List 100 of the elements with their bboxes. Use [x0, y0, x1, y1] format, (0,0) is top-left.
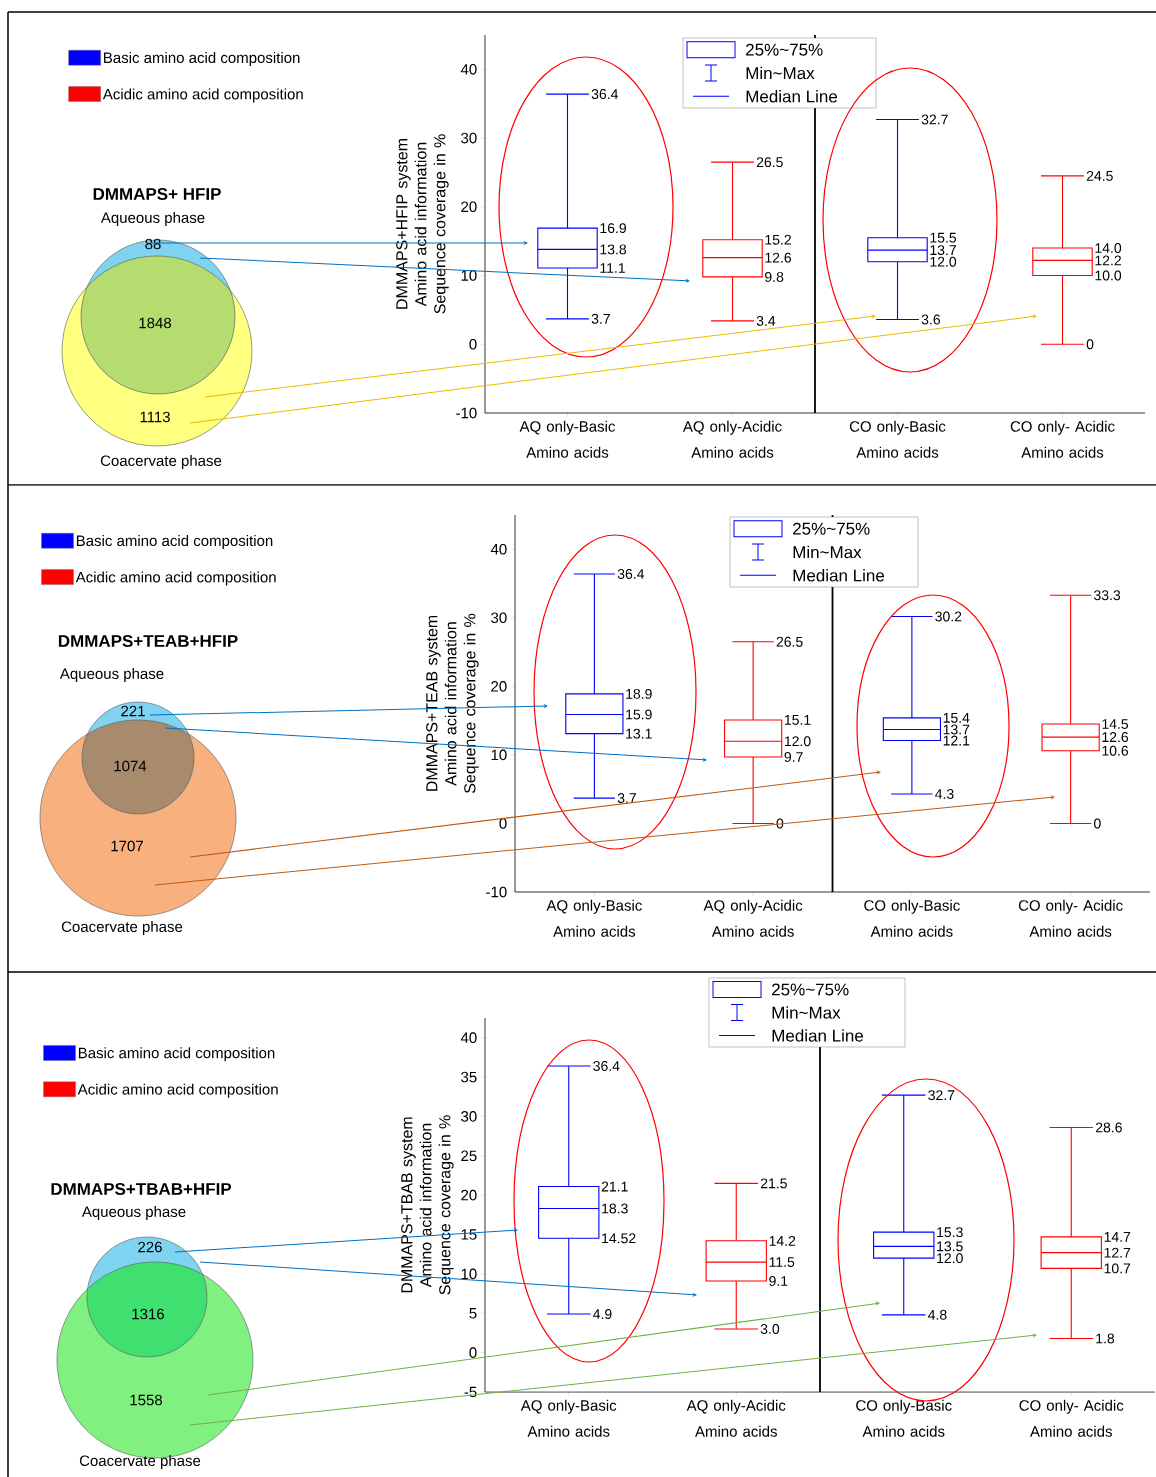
annotation: 15.5 — [930, 232, 957, 243]
annotation: 36.4 — [617, 568, 645, 579]
annotation: 12.1 — [943, 735, 970, 746]
annotation: 10.0 — [1095, 270, 1122, 281]
y-tick-label: -5 — [464, 1386, 477, 1398]
annotation: 3.4 — [756, 315, 776, 326]
annotation: 13.8 — [600, 244, 627, 255]
x-tick-label: AQ only-Basic Amino acids — [546, 899, 642, 937]
y-tick-label: 30 — [461, 1111, 477, 1122]
annotation: 0 — [1094, 818, 1101, 829]
annotation: 4.3 — [935, 789, 954, 799]
text: 25%~75% — [772, 983, 849, 996]
annotation: 26.5 — [756, 157, 783, 168]
data-label: 226 — [138, 1241, 162, 1253]
annotation: 36.4 — [591, 89, 618, 100]
annotation: 13.5 — [937, 1241, 963, 1252]
x-tick-label: AQ only-Basic Amino acids — [520, 1399, 617, 1437]
y-tick-label: 30 — [491, 612, 507, 624]
annotation: 0 — [1086, 339, 1094, 350]
annotation: 32.7 — [928, 1090, 955, 1101]
x-tick-label: CO only-Basic Amino acids — [856, 1399, 952, 1437]
y-tick-label: 20 — [461, 1189, 477, 1201]
annotation: 14.2 — [769, 1235, 796, 1246]
y-tick-label: 25 — [461, 1150, 477, 1162]
y-tick-label: 35 — [461, 1071, 477, 1083]
y-tick-label: 10 — [461, 1268, 477, 1280]
annotation: Median Line — [793, 569, 885, 582]
annotation: 12.7 — [1104, 1247, 1131, 1258]
annotation: 3.7 — [591, 313, 610, 324]
annotation: 28.6 — [1095, 1122, 1122, 1133]
annotation: Median Line — [772, 1029, 864, 1042]
legend-label: Basic amino acid composition — [76, 535, 273, 550]
x-tick-label: CO only-Basic Amino acids — [864, 899, 960, 937]
data-label: 1848 — [139, 317, 172, 329]
annotation: 18.9 — [626, 688, 652, 699]
annotation: 15.1 — [784, 715, 811, 725]
annotation: 4.9 — [593, 1309, 612, 1320]
y-tick-label: -10 — [456, 407, 477, 419]
x-tick-label: AQ only-Basic Amino acids — [519, 420, 616, 458]
annotation: 10.7 — [1104, 1263, 1131, 1274]
y-tick-label: 20 — [491, 681, 507, 692]
annotation: 21.5 — [760, 1178, 787, 1189]
annotation: 13.7 — [930, 245, 956, 256]
y-tick-label: -10 — [486, 886, 507, 898]
data-label: 1707 — [111, 840, 143, 852]
annotation: 30.2 — [935, 611, 962, 622]
y-tick-label: 5 — [469, 1308, 477, 1319]
category-label: Aqueous phase — [81, 1206, 186, 1220]
annotation: 16.9 — [600, 223, 626, 234]
annotation: 25%~75% — [746, 43, 823, 56]
annotation: 33.3 — [1094, 590, 1121, 601]
annotation: 9.8 — [765, 271, 784, 282]
y-axis-title: DMMAPS+HFIP system Amino acid information Sequence coverage in % — [396, 134, 449, 314]
annotation: Min~Max — [746, 66, 815, 80]
annotation: 14.5 — [1102, 719, 1129, 729]
annotation: 3.6 — [921, 314, 940, 325]
y-tick-label: 40 — [460, 1032, 477, 1043]
legend-label: Basic amino acid composition — [104, 52, 300, 67]
y-tick-label: 30 — [461, 132, 477, 144]
y-axis-title: DMMAPS+TBAB system Amino acid information Sequence coverage in % — [401, 1115, 454, 1295]
annotation: 32.7 — [921, 114, 948, 125]
x-tick-label: CO only- Acidic Amino acids — [1010, 420, 1115, 458]
data-label: 1316 — [132, 1308, 165, 1320]
category-label: Coacervate phase — [100, 455, 222, 469]
annotation: 15.9 — [626, 709, 652, 720]
annotation: 13.7 — [943, 724, 970, 735]
annotation: 12.2 — [1095, 255, 1121, 266]
annotation: 14.0 — [1095, 243, 1122, 253]
annotation: 15.4 — [943, 713, 970, 723]
legend-label: Acidic amino acid composition — [77, 1083, 278, 1098]
annotation: 21.1 — [601, 1181, 628, 1192]
annotation: 12.0 — [930, 256, 957, 267]
annotation: 26.5 — [776, 636, 803, 647]
y-axis-title: DMMAPS+TEAB system Amino acid information Sequence coverage in % — [426, 613, 479, 794]
annotation: 18.3 — [602, 1203, 628, 1214]
annotation: 12.0 — [784, 736, 811, 747]
x-tick-label: CO only- Acidic Amino acids — [1019, 1399, 1124, 1437]
annotation: 9.1 — [769, 1276, 788, 1286]
annotation: Min~Max — [793, 545, 862, 559]
annotation: 3.7 — [617, 793, 636, 804]
y-tick-label: 10 — [461, 270, 477, 281]
data-label: 1558 — [130, 1394, 163, 1406]
y-tick-label: 0 — [469, 1347, 477, 1358]
data-label: 88 — [145, 238, 161, 250]
annotation: 11.5 — [769, 1257, 795, 1267]
y-tick-label: 40 — [460, 64, 477, 75]
annotation: 24.5 — [1086, 170, 1113, 181]
annotation: 12.6 — [765, 252, 792, 263]
annotation: 12.0 — [937, 1253, 963, 1264]
data-label: 221 — [121, 705, 145, 717]
category-label: Coacervate phase — [79, 1455, 201, 1469]
annotation: 36.4 — [593, 1061, 620, 1071]
data-label: 1113 — [140, 411, 170, 423]
data-label: 1074 — [114, 760, 147, 772]
annotation: 3.0 — [760, 1324, 780, 1334]
category-label: Aqueous phase — [100, 211, 205, 226]
annotation: 14.7 — [1104, 1232, 1131, 1242]
category-label: Coacervate phase — [61, 921, 183, 935]
annotation: 4.8 — [928, 1309, 947, 1320]
annotation: 11.1 — [600, 263, 625, 273]
